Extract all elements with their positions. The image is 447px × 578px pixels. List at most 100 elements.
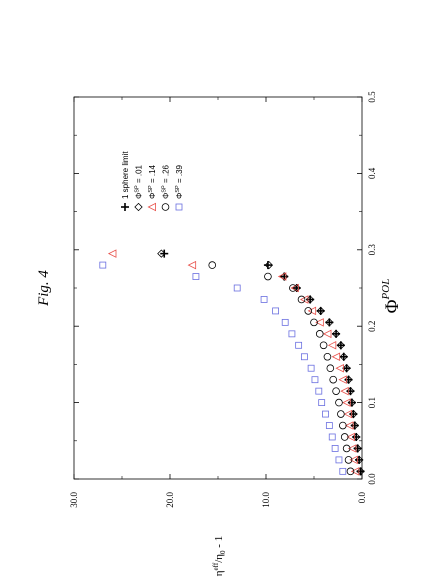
data-point-diamond bbox=[264, 260, 274, 270]
legend-value: = .26 bbox=[162, 164, 171, 185]
y-tick-label: 20.0 bbox=[165, 492, 175, 508]
y-axis-title: ηeff/η0 - 1 bbox=[212, 536, 227, 576]
data-point-circle bbox=[329, 375, 338, 384]
data-point-triangle bbox=[327, 341, 337, 350]
data-point-diamond bbox=[347, 398, 357, 407]
y-tick-label: 10.0 bbox=[261, 492, 271, 508]
data-point-diamond bbox=[331, 329, 341, 339]
data-point-plus bbox=[336, 341, 345, 350]
data-point-circle bbox=[208, 261, 217, 269]
legend-item: ΦSP = .39 bbox=[175, 164, 184, 211]
x-axis-symbol: Φ bbox=[382, 299, 403, 313]
data-point-triangle bbox=[307, 306, 317, 316]
ticks-group: 0.0 0.1 0.2 0.3 0.4 0.5 0.0 10.0 20.0 30.0 bbox=[69, 91, 377, 508]
data-point-square bbox=[335, 456, 343, 464]
data-point-square bbox=[325, 422, 333, 429]
legend-value: = .39 bbox=[175, 164, 184, 185]
legend-phi-symbol: Φ bbox=[162, 193, 171, 199]
y-axis-eta: η bbox=[213, 570, 225, 576]
x-axis-title: ΦPOL bbox=[380, 279, 403, 314]
data-point-plus bbox=[355, 455, 364, 464]
data-point-plus bbox=[352, 432, 361, 441]
data-point-circle bbox=[264, 272, 272, 281]
legend-phi-symbol: Φ bbox=[135, 193, 144, 199]
data-point-triangle bbox=[340, 386, 349, 396]
legend-marker-square bbox=[175, 203, 183, 211]
data-point-square bbox=[339, 467, 347, 475]
data-point-diamond bbox=[339, 352, 348, 361]
data-point-triangle bbox=[187, 260, 197, 270]
legend-marker-circle bbox=[161, 203, 170, 211]
data-point-triangle bbox=[345, 421, 354, 430]
data-point-triangle bbox=[107, 249, 117, 258]
data-point-square bbox=[322, 410, 329, 418]
data-point-square bbox=[272, 307, 280, 315]
data-point-square bbox=[307, 364, 315, 372]
data-point-triangle bbox=[350, 467, 360, 476]
legend-label: ΦSP = .26 bbox=[162, 164, 171, 199]
legend-phi-superscript: SP bbox=[175, 185, 181, 193]
data-point-triangle bbox=[346, 432, 355, 442]
y-tick-label: 30.0 bbox=[69, 492, 79, 508]
data-point-triangle bbox=[343, 409, 353, 419]
data-point-circle bbox=[323, 352, 332, 361]
data-point-circle bbox=[332, 387, 340, 395]
legend-label: ΦSP = .39 bbox=[175, 164, 184, 199]
data-point-plus bbox=[160, 249, 169, 258]
data-point-square bbox=[260, 296, 268, 303]
data-point-square bbox=[318, 399, 326, 407]
figure-label: Fig. 4 bbox=[36, 270, 52, 307]
data-point-triangle bbox=[322, 329, 332, 339]
data-point-diamond bbox=[350, 421, 359, 430]
x-tick-label: 0.3 bbox=[367, 244, 377, 256]
plot-frame-group bbox=[73, 96, 363, 480]
data-point-circle bbox=[337, 410, 345, 418]
legend-value: = .14 bbox=[148, 164, 157, 185]
text-group: Fig. 4 ΦPOL ηeff/η0 - 1 bbox=[36, 270, 403, 577]
data-point-square bbox=[315, 387, 323, 395]
data-points-group bbox=[99, 249, 365, 476]
data-point-plus bbox=[332, 329, 341, 338]
x-tick-label: 0.2 bbox=[367, 321, 377, 332]
data-point-triangle bbox=[338, 375, 347, 384]
data-point-circle bbox=[344, 456, 353, 464]
data-point-diamond bbox=[336, 341, 346, 350]
data-point-circle bbox=[335, 398, 343, 407]
data-point-plus bbox=[325, 318, 334, 327]
data-point-square bbox=[328, 433, 336, 441]
legend-phi-superscript: SP bbox=[162, 185, 168, 193]
data-point-circle bbox=[326, 364, 335, 373]
data-point-triangle bbox=[342, 398, 351, 407]
data-point-square bbox=[281, 318, 289, 326]
data-point-diamond bbox=[342, 364, 351, 373]
x-tick-label: 0.5 bbox=[367, 91, 377, 103]
data-point-plus bbox=[344, 375, 353, 384]
data-point-circle bbox=[289, 284, 297, 292]
data-point-diamond bbox=[157, 249, 166, 258]
data-point-square bbox=[295, 341, 303, 349]
plot-frame bbox=[73, 96, 363, 480]
legend-item: 1 sphere limit bbox=[121, 151, 130, 211]
legend-phi-symbol: Φ bbox=[148, 193, 157, 199]
data-point-diamond bbox=[325, 318, 334, 327]
data-point-plus bbox=[353, 444, 362, 453]
data-point-plus bbox=[350, 421, 359, 430]
legend-marker-plus bbox=[121, 203, 129, 211]
data-point-plus bbox=[356, 467, 365, 476]
data-point-circle bbox=[310, 318, 318, 327]
legend-value: = .01 bbox=[135, 164, 144, 185]
legend-label: ΦSP = .01 bbox=[135, 164, 144, 199]
x-tick-label: 0.0 bbox=[367, 473, 377, 485]
data-point-square bbox=[331, 445, 339, 452]
data-point-diamond bbox=[352, 432, 361, 442]
legend-phi-symbol: Φ bbox=[175, 193, 184, 199]
x-axis-superscript: POL bbox=[380, 279, 392, 301]
data-point-circle bbox=[338, 421, 347, 430]
data-point-square bbox=[311, 376, 319, 384]
legend-item: ΦSP = .01 bbox=[134, 164, 144, 212]
data-point-triangle bbox=[331, 352, 341, 362]
legend-phi-superscript: SP bbox=[135, 185, 141, 193]
data-point-circle bbox=[342, 444, 351, 453]
data-point-triangle bbox=[335, 363, 344, 373]
